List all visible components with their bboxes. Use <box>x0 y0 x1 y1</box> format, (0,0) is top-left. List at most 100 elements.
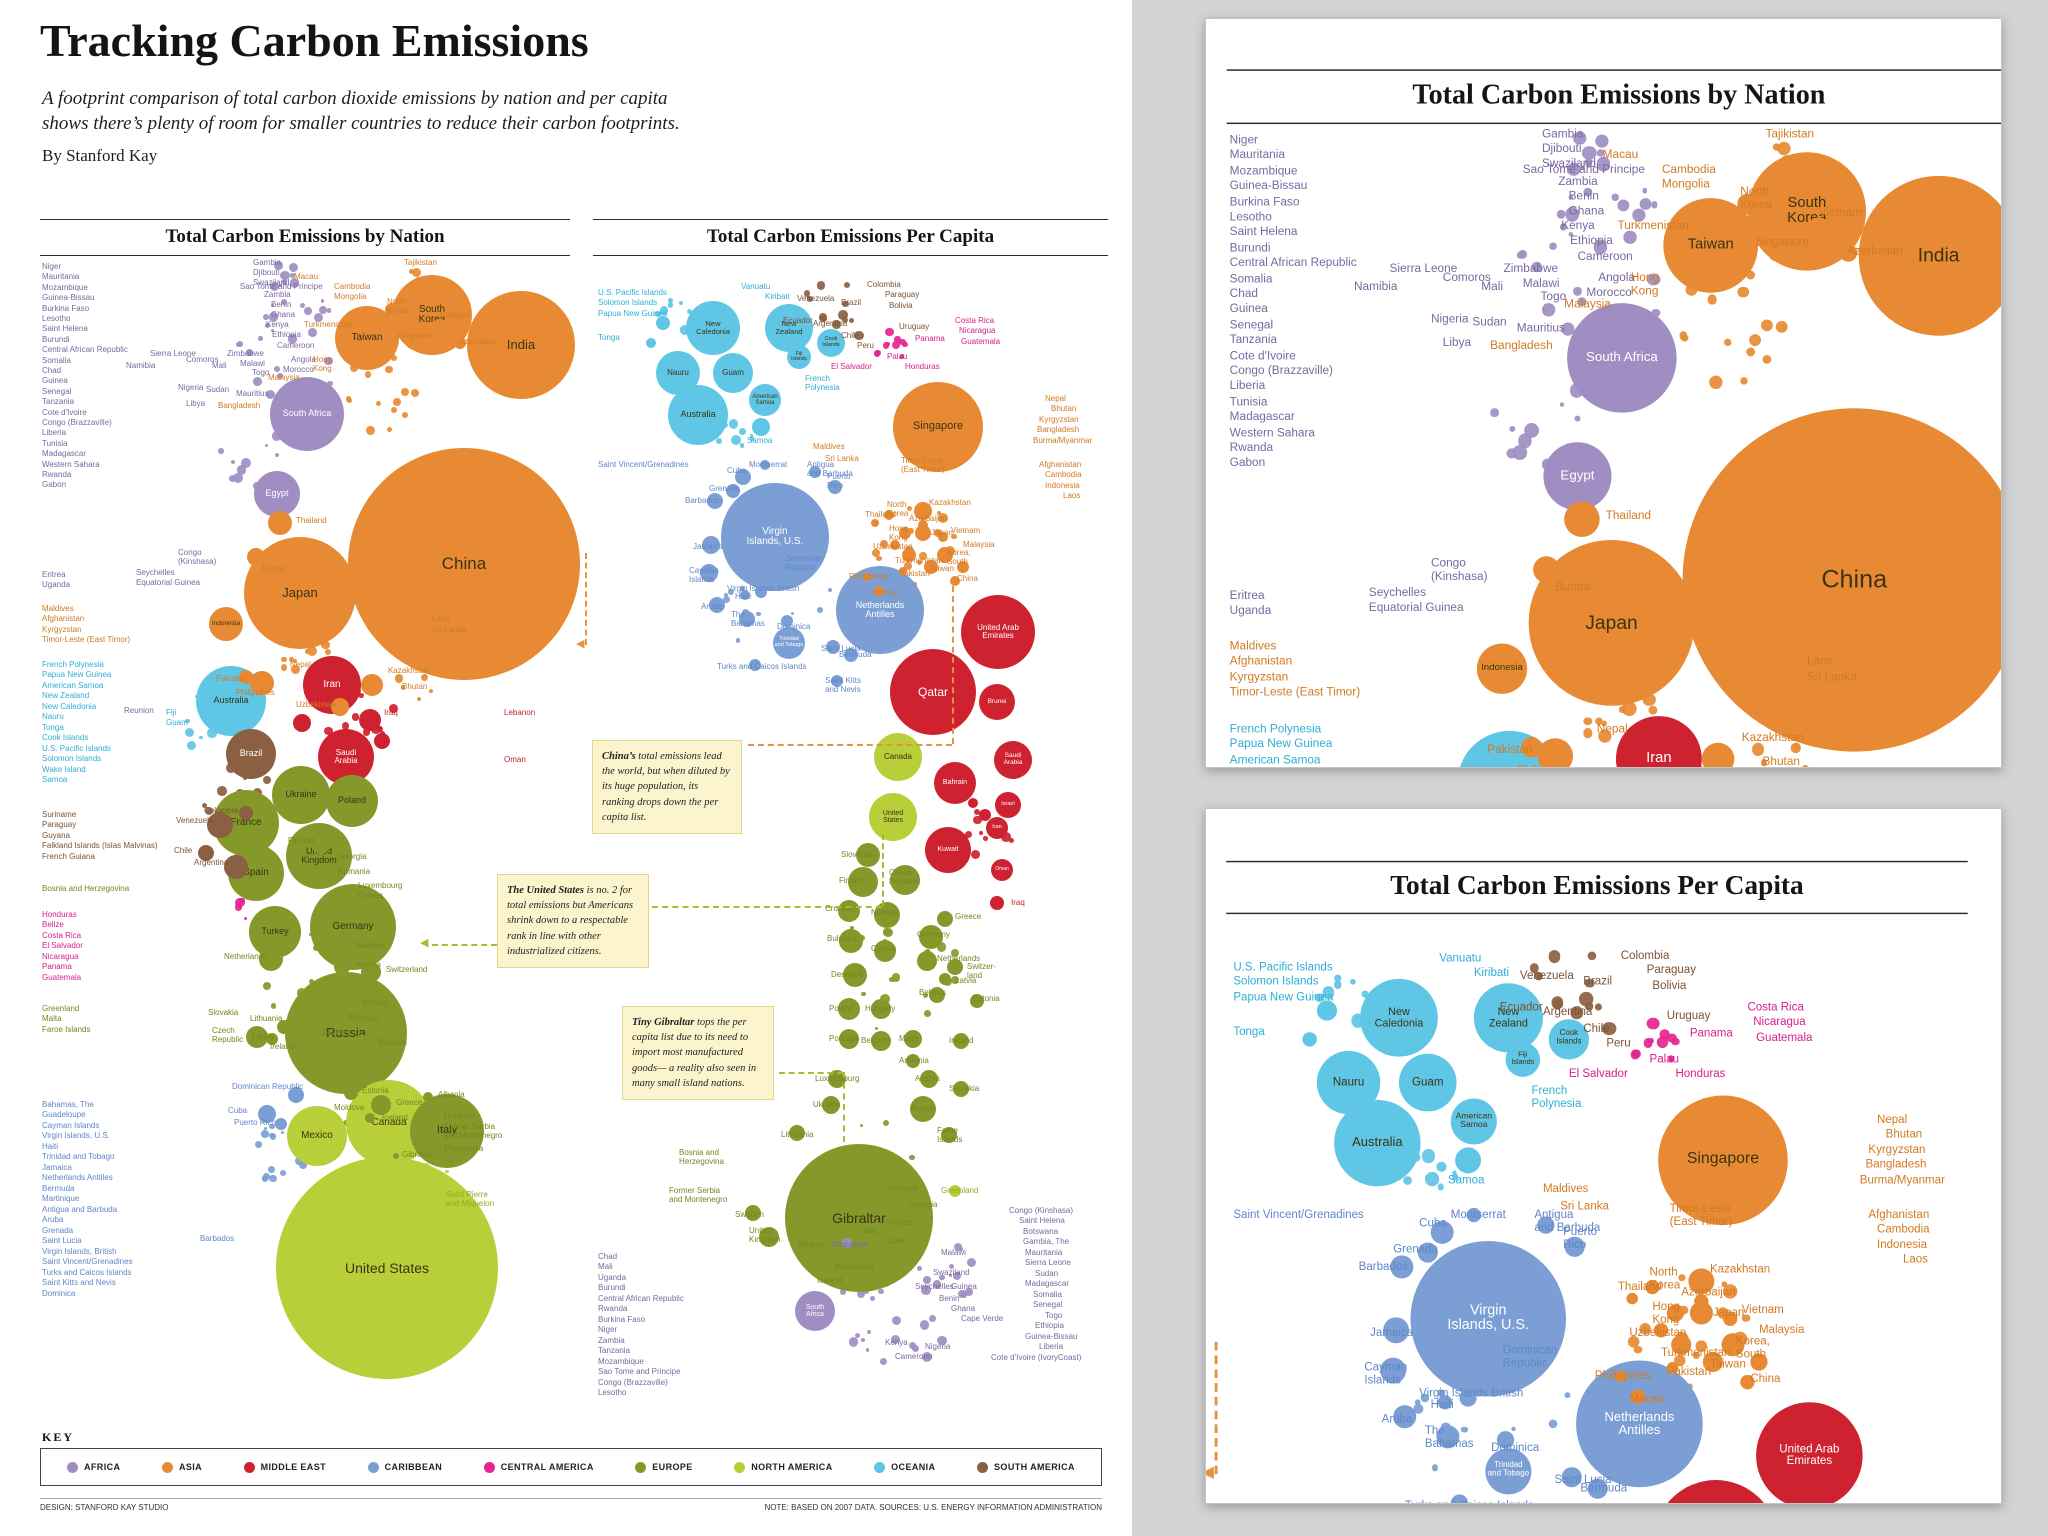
bubble-singapore: Singapore <box>1658 1095 1788 1226</box>
country-label-germany: Germany <box>917 930 950 939</box>
country-label-barbados: Barbados <box>685 496 720 505</box>
bubble-label: Virgin Islands, U.S. <box>1447 1302 1530 1334</box>
country-label-american-samoa: American Samoa <box>1229 753 1321 767</box>
bubble-unlabeled <box>917 951 937 971</box>
bubble-unlabeled <box>266 1033 278 1045</box>
bubble-unlabeled <box>1564 1236 1585 1257</box>
bubble-dot <box>258 336 263 341</box>
country-label-niger: Niger <box>598 1325 618 1334</box>
bubble-dot <box>318 306 327 315</box>
country-label-turkmenistan: Turkmenistan <box>1617 218 1689 233</box>
bubble-dot <box>901 341 908 348</box>
bubble-new-caledonia: New Caledonia <box>1360 978 1438 1057</box>
country-label-colombia: Colombia <box>204 806 238 815</box>
country-label-russia: Russia <box>911 1104 936 1113</box>
bubble-unlabeled <box>1614 1370 1627 1383</box>
bubble-dot <box>280 663 288 671</box>
dashed-connector-us-vertical <box>882 834 884 906</box>
bubble-virgin-islands-u-s: Virgin Islands, U.S. <box>1410 1241 1566 1397</box>
bubble-label: Japan <box>282 585 318 601</box>
country-label-philippines: Philippines <box>236 688 275 697</box>
bubble-label: Iran <box>992 824 1002 831</box>
bubble-unlabeled <box>198 845 214 861</box>
bubble-dot <box>401 411 408 418</box>
emissions-by-nation-zoom: Total Carbon Emissions by NationChinaUni… <box>1226 63 2001 767</box>
bubble-dot <box>750 436 755 441</box>
country-label-uganda: Uganda <box>598 1273 627 1282</box>
country-label-thailand: Thailand <box>296 516 327 525</box>
bubble-dot <box>1600 719 1607 727</box>
country-label-paraguay: Paraguay <box>1646 963 1696 977</box>
bubble-south-africa: South Africa <box>1567 303 1677 413</box>
bubble-unlabeled <box>919 925 943 949</box>
bubble-guam: Guam <box>713 353 753 393</box>
bubble-dot <box>973 815 982 825</box>
bubble-dot <box>861 1338 866 1342</box>
bubble-unlabeled <box>740 590 750 600</box>
bubble-unlabeled <box>1466 1207 1482 1223</box>
bubble-label: Brazil <box>239 748 263 759</box>
country-label-georgia: Georgia <box>909 1200 938 1209</box>
country-label-bolivia: Bolivia <box>889 301 913 310</box>
bubble-dot <box>1741 1313 1750 1323</box>
page-subtitle: A footprint comparison of total carbon d… <box>42 86 680 136</box>
country-label-greece: Greece <box>396 1098 423 1107</box>
bubble-dot <box>853 330 864 341</box>
country-label-gabon: Gabon <box>1229 455 1266 469</box>
bubble-dot <box>686 308 693 314</box>
country-label-malaysia: Malaysia <box>963 540 995 549</box>
bubble-unlabeled <box>856 843 880 867</box>
country-label-philippines: Philippines <box>849 572 888 581</box>
bubble-label: Indonesia <box>211 619 241 627</box>
country-label-central-african-republic: Central African Republic <box>42 345 128 354</box>
country-label-french-guiana: French Guiana <box>42 852 95 861</box>
bubble-dot <box>1593 239 1608 254</box>
annotation-china-lead: China’s <box>602 751 636 762</box>
country-label-hong-kong: Hong Kong <box>1652 1300 1680 1326</box>
country-label-the-bahamas: The Bahamas <box>731 610 765 628</box>
country-label-ecuador: Ecuador <box>783 316 813 325</box>
country-label-mali: Mali <box>598 1262 613 1271</box>
bubble-label: Indonesia <box>1481 662 1523 673</box>
bubble-dot <box>735 638 741 643</box>
bubble-label: Trinidad and Tobago <box>774 636 804 648</box>
country-label-guinea: Guinea <box>1229 301 1268 315</box>
country-label-congo-brazzaville: Congo (Brazzaville) <box>1229 363 1334 378</box>
country-label-burundi: Burundi <box>1229 241 1271 255</box>
country-label-hong-kong: Hong Kong <box>1630 270 1660 298</box>
bubble-dot <box>885 327 894 337</box>
country-label-burkina-faso: Burkina Faso <box>598 1315 646 1324</box>
bubble-dot <box>936 511 941 516</box>
bubble-dot <box>1660 1029 1670 1039</box>
country-label-vanuatu: Vanuatu <box>741 282 771 291</box>
bubble-label: American Samoa <box>1455 1112 1493 1131</box>
country-label-nicaragua: Nicaragua <box>42 952 79 961</box>
bubble-dot <box>960 1292 968 1299</box>
oceania-swatch-icon <box>874 1461 886 1473</box>
country-label-bermuda: Bermuda <box>42 1184 75 1193</box>
bubble-dot <box>1517 251 1525 260</box>
bubble-dot <box>923 1276 931 1284</box>
country-label-saint-vincent-grenadines: Saint Vincent/Grenadines <box>598 460 689 469</box>
bubble-dot <box>307 646 318 657</box>
country-label-falkland-islands-islas-malvinas: Falkland Islands (Islas Malvinas) <box>42 841 158 850</box>
country-label-zimbabwe: Zimbabwe <box>831 1240 868 1249</box>
country-label-puerto-rico: Puerto Rico <box>234 1118 276 1127</box>
bubble-dot <box>880 539 889 548</box>
bubble-dot <box>937 512 948 523</box>
bubble-label: Saudi Arabia <box>1003 752 1023 766</box>
country-label-vanuatu: Vanuatu <box>1439 951 1482 965</box>
bubble-dot <box>1452 1173 1459 1180</box>
country-label-paraguay: Paraguay <box>42 820 77 829</box>
bubble-dot <box>364 371 372 378</box>
bubble-dot <box>400 685 406 690</box>
bubble-unlabeled <box>1450 1494 1469 1503</box>
bubble-trinidad-and-tobago: Trinidad and Tobago <box>1485 1448 1532 1495</box>
country-label-maldives: Maldives <box>1542 1181 1589 1195</box>
bubble-dot <box>1542 303 1556 317</box>
country-label-rwanda: Rwanda <box>42 470 72 479</box>
bubble-dot <box>891 1316 901 1326</box>
bubble-dot <box>1803 765 1809 767</box>
country-label-pakistan: Pakistan <box>1487 742 1533 757</box>
country-label-guyana: Guyana <box>42 831 71 840</box>
